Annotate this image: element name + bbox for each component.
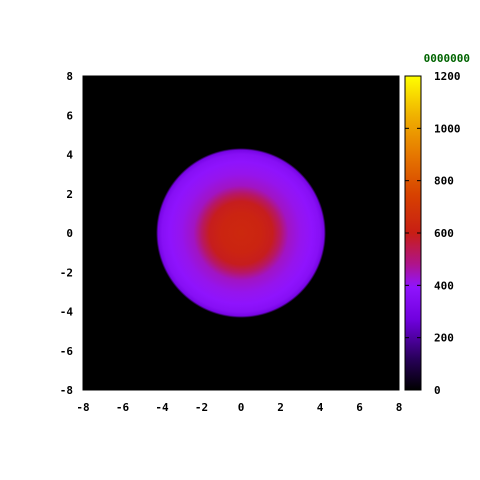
y-tick-label: 6 (66, 109, 73, 122)
colorbar-tick-label: 600 (434, 227, 454, 240)
y-axis: 8 6 4 2 0 -2 -4 -6 -8 (60, 70, 399, 397)
colorbar (405, 76, 421, 390)
colorbar-axis: 1200 1000 800 600 400 200 0 (405, 70, 461, 397)
y-tick-label: 4 (66, 149, 73, 162)
x-tick-label: -4 (155, 401, 169, 414)
colorbar-tick-label: 200 (434, 332, 454, 345)
x-tick-label: -8 (76, 401, 89, 414)
x-tick-label: 6 (356, 401, 363, 414)
heatmap-field (83, 76, 399, 390)
colorbar-tick-label: 1000 (434, 122, 461, 135)
x-axis: -8 -6 -4 -2 0 2 4 6 8 (76, 76, 402, 414)
x-tick-label: -2 (195, 401, 208, 414)
y-tick-label: -2 (60, 266, 73, 279)
y-tick-label: -8 (60, 384, 73, 397)
x-tick-label: 2 (277, 401, 284, 414)
y-tick-label: -6 (60, 345, 74, 358)
colorbar-tick-label: 1200 (434, 70, 461, 83)
y-tick-label: 2 (66, 188, 73, 201)
frame-label: 0000000 (424, 52, 470, 65)
y-tick-label: 8 (66, 70, 73, 83)
x-tick-label: -6 (116, 401, 130, 414)
colorbar-tick-label: 400 (434, 279, 454, 292)
y-tick-label: -4 (60, 306, 74, 319)
x-tick-label: 4 (317, 401, 324, 414)
y-tick-label: 0 (66, 227, 73, 240)
colorbar-tick-label: 0 (434, 384, 441, 397)
colorbar-tick-label: 800 (434, 175, 454, 188)
x-tick-label: 0 (238, 401, 245, 414)
x-tick-label: 8 (396, 401, 403, 414)
